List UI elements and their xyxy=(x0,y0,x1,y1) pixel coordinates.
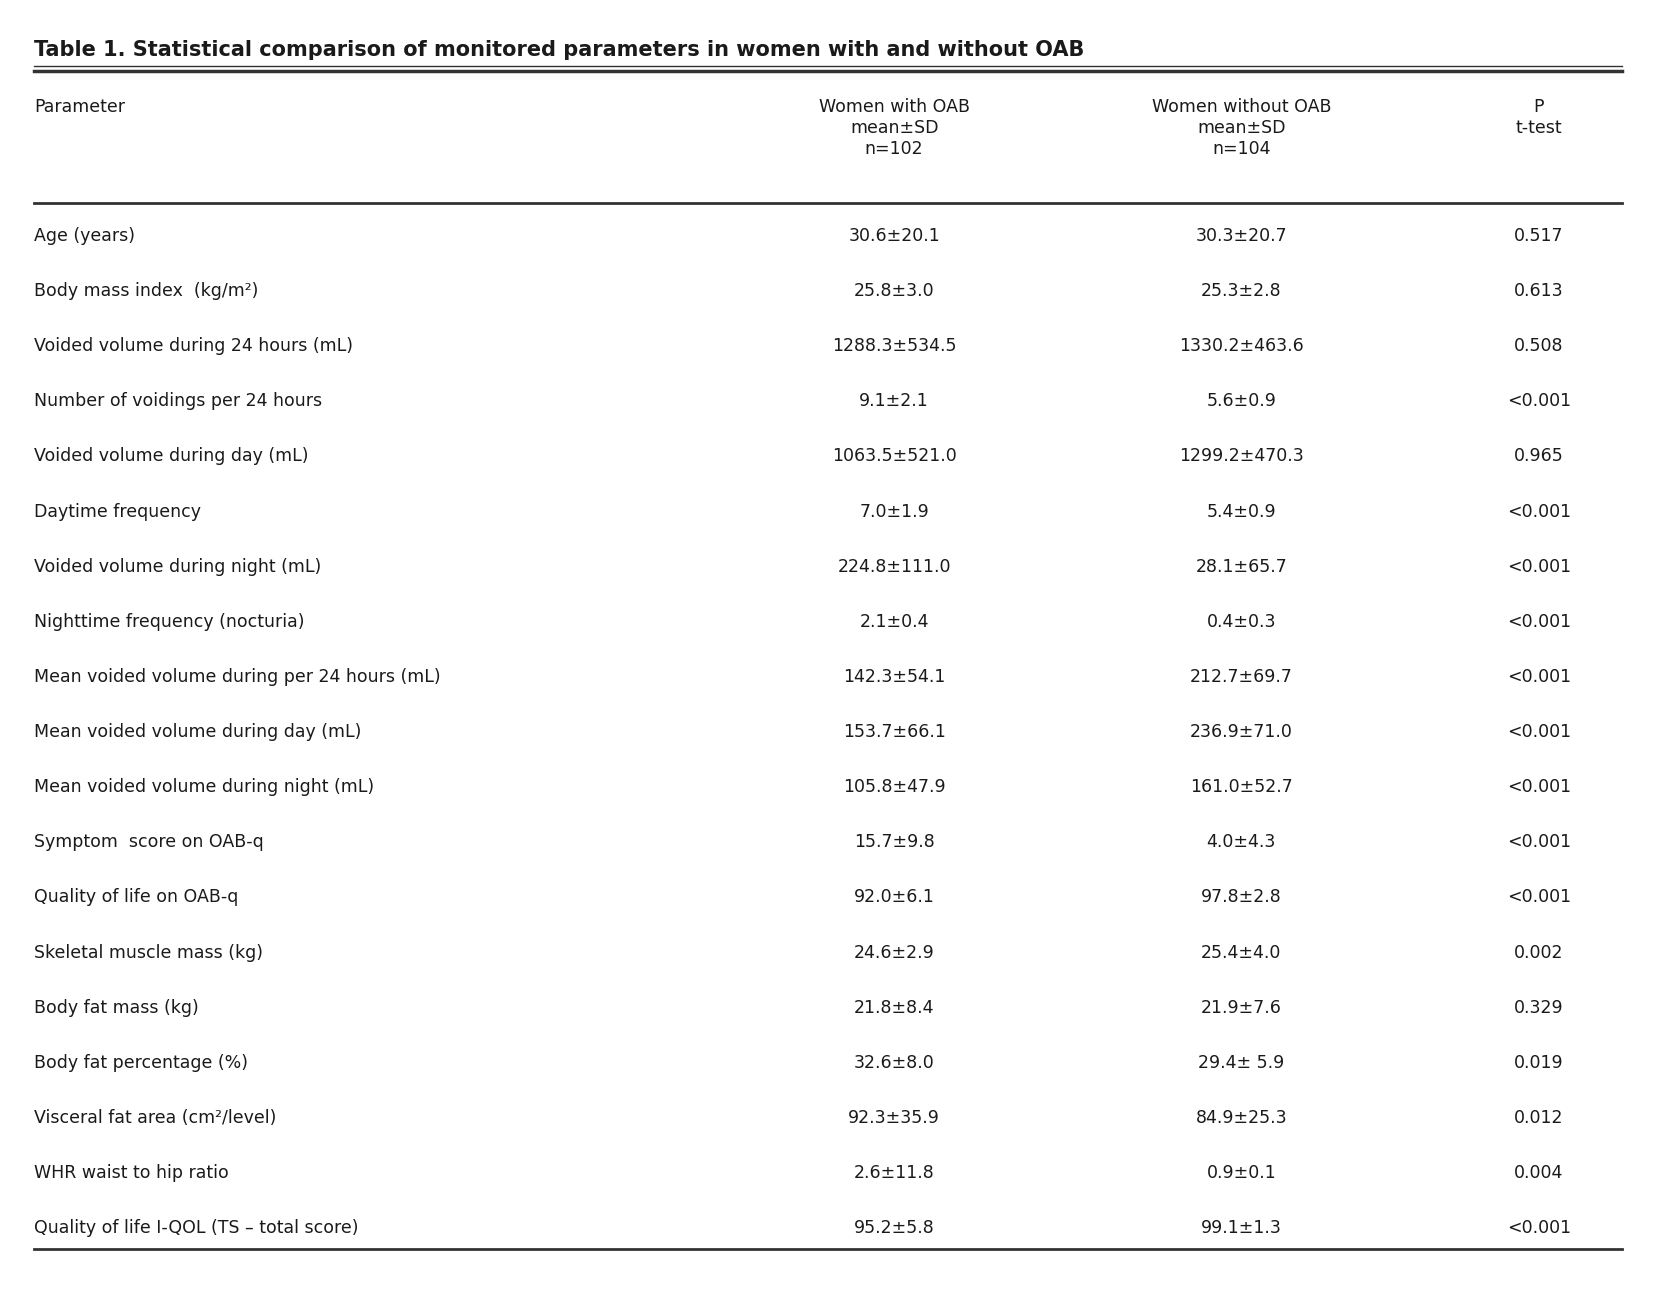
Text: Age (years): Age (years) xyxy=(35,227,136,245)
Text: 0.012: 0.012 xyxy=(1513,1109,1562,1128)
Text: 97.8±2.8: 97.8±2.8 xyxy=(1200,889,1281,906)
Text: <0.001: <0.001 xyxy=(1506,1220,1571,1238)
Text: Voided volume during 24 hours (mL): Voided volume during 24 hours (mL) xyxy=(35,337,353,355)
Text: 9.1±2.1: 9.1±2.1 xyxy=(859,393,928,411)
Text: 32.6±8.0: 32.6±8.0 xyxy=(854,1054,933,1072)
Text: Quality of life on OAB-q: Quality of life on OAB-q xyxy=(35,889,238,906)
Text: 0.613: 0.613 xyxy=(1513,283,1562,299)
Text: 212.7±69.7: 212.7±69.7 xyxy=(1190,667,1293,686)
Text: <0.001: <0.001 xyxy=(1506,778,1571,796)
Text: 1330.2±463.6: 1330.2±463.6 xyxy=(1178,337,1302,355)
Text: Body mass index  (kg/m²): Body mass index (kg/m²) xyxy=(35,283,258,299)
Text: Daytime frequency: Daytime frequency xyxy=(35,503,202,521)
Text: Symptom  score on OAB-q: Symptom score on OAB-q xyxy=(35,833,265,851)
Text: <0.001: <0.001 xyxy=(1506,667,1571,686)
Text: 0.965: 0.965 xyxy=(1513,447,1562,465)
Text: 0.9±0.1: 0.9±0.1 xyxy=(1206,1164,1276,1182)
Text: Mean voided volume during day (mL): Mean voided volume during day (mL) xyxy=(35,723,361,741)
Text: 24.6±2.9: 24.6±2.9 xyxy=(854,943,933,962)
Text: 21.9±7.6: 21.9±7.6 xyxy=(1200,999,1281,1017)
Text: 25.8±3.0: 25.8±3.0 xyxy=(854,283,933,299)
Text: 1063.5±521.0: 1063.5±521.0 xyxy=(831,447,957,465)
Text: <0.001: <0.001 xyxy=(1506,889,1571,906)
Text: <0.001: <0.001 xyxy=(1506,833,1571,851)
Text: 5.4±0.9: 5.4±0.9 xyxy=(1206,503,1276,521)
Text: 105.8±47.9: 105.8±47.9 xyxy=(842,778,945,796)
Text: 92.0±6.1: 92.0±6.1 xyxy=(854,889,933,906)
Text: 0.517: 0.517 xyxy=(1513,227,1562,245)
Text: Women with OAB
mean±SD
n=102: Women with OAB mean±SD n=102 xyxy=(818,98,970,158)
Text: 4.0±4.3: 4.0±4.3 xyxy=(1206,833,1276,851)
Text: Body fat percentage (%): Body fat percentage (%) xyxy=(35,1054,248,1072)
Text: <0.001: <0.001 xyxy=(1506,393,1571,411)
Text: 0.329: 0.329 xyxy=(1513,999,1562,1017)
Text: <0.001: <0.001 xyxy=(1506,557,1571,575)
Text: Skeletal muscle mass (kg): Skeletal muscle mass (kg) xyxy=(35,943,263,962)
Text: Quality of life I-QOL (TS – total score): Quality of life I-QOL (TS – total score) xyxy=(35,1220,359,1238)
Text: Table 1. Statistical comparison of monitored parameters in women with and withou: Table 1. Statistical comparison of monit… xyxy=(35,40,1084,60)
Text: 7.0±1.9: 7.0±1.9 xyxy=(859,503,928,521)
Text: Mean voided volume during night (mL): Mean voided volume during night (mL) xyxy=(35,778,374,796)
Text: 95.2±5.8: 95.2±5.8 xyxy=(854,1220,933,1238)
Text: 5.6±0.9: 5.6±0.9 xyxy=(1205,393,1276,411)
Text: 2.1±0.4: 2.1±0.4 xyxy=(859,613,928,631)
Text: 0.508: 0.508 xyxy=(1513,337,1562,355)
Text: 84.9±25.3: 84.9±25.3 xyxy=(1195,1109,1286,1128)
Text: 15.7±9.8: 15.7±9.8 xyxy=(854,833,933,851)
Text: 28.1±65.7: 28.1±65.7 xyxy=(1195,557,1286,575)
Text: 153.7±66.1: 153.7±66.1 xyxy=(842,723,945,741)
Text: 30.3±20.7: 30.3±20.7 xyxy=(1195,227,1286,245)
Text: 142.3±54.1: 142.3±54.1 xyxy=(842,667,945,686)
Text: 99.1±1.3: 99.1±1.3 xyxy=(1200,1220,1281,1238)
Text: WHR waist to hip ratio: WHR waist to hip ratio xyxy=(35,1164,228,1182)
Text: Nighttime frequency (nocturia): Nighttime frequency (nocturia) xyxy=(35,613,305,631)
Text: Mean voided volume during per 24 hours (mL): Mean voided volume during per 24 hours (… xyxy=(35,667,440,686)
Text: 1299.2±470.3: 1299.2±470.3 xyxy=(1178,447,1302,465)
Text: 2.6±11.8: 2.6±11.8 xyxy=(854,1164,933,1182)
Text: 21.8±8.4: 21.8±8.4 xyxy=(854,999,933,1017)
Text: <0.001: <0.001 xyxy=(1506,503,1571,521)
Text: Voided volume during night (mL): Voided volume during night (mL) xyxy=(35,557,321,575)
Text: Number of voidings per 24 hours: Number of voidings per 24 hours xyxy=(35,393,323,411)
Text: 25.4±4.0: 25.4±4.0 xyxy=(1200,943,1281,962)
Text: Parameter: Parameter xyxy=(35,98,126,117)
Text: 0.4±0.3: 0.4±0.3 xyxy=(1206,613,1276,631)
Text: 0.019: 0.019 xyxy=(1513,1054,1562,1072)
Text: Body fat mass (kg): Body fat mass (kg) xyxy=(35,999,199,1017)
Text: 30.6±20.1: 30.6±20.1 xyxy=(847,227,940,245)
Text: Women without OAB
mean±SD
n=104: Women without OAB mean±SD n=104 xyxy=(1150,98,1331,158)
Text: <0.001: <0.001 xyxy=(1506,723,1571,741)
Text: Visceral fat area (cm²/level): Visceral fat area (cm²/level) xyxy=(35,1109,276,1128)
Text: <0.001: <0.001 xyxy=(1506,613,1571,631)
Text: 236.9±71.0: 236.9±71.0 xyxy=(1190,723,1293,741)
Text: 0.004: 0.004 xyxy=(1513,1164,1562,1182)
Text: Voided volume during day (mL): Voided volume during day (mL) xyxy=(35,447,309,465)
Text: P
t-test: P t-test xyxy=(1514,98,1561,137)
Text: 161.0±52.7: 161.0±52.7 xyxy=(1190,778,1293,796)
Text: 0.002: 0.002 xyxy=(1513,943,1562,962)
Text: 29.4± 5.9: 29.4± 5.9 xyxy=(1198,1054,1284,1072)
Text: 92.3±35.9: 92.3±35.9 xyxy=(847,1109,940,1128)
Text: 224.8±111.0: 224.8±111.0 xyxy=(837,557,950,575)
Text: 25.3±2.8: 25.3±2.8 xyxy=(1200,283,1281,299)
Text: 1288.3±534.5: 1288.3±534.5 xyxy=(831,337,957,355)
